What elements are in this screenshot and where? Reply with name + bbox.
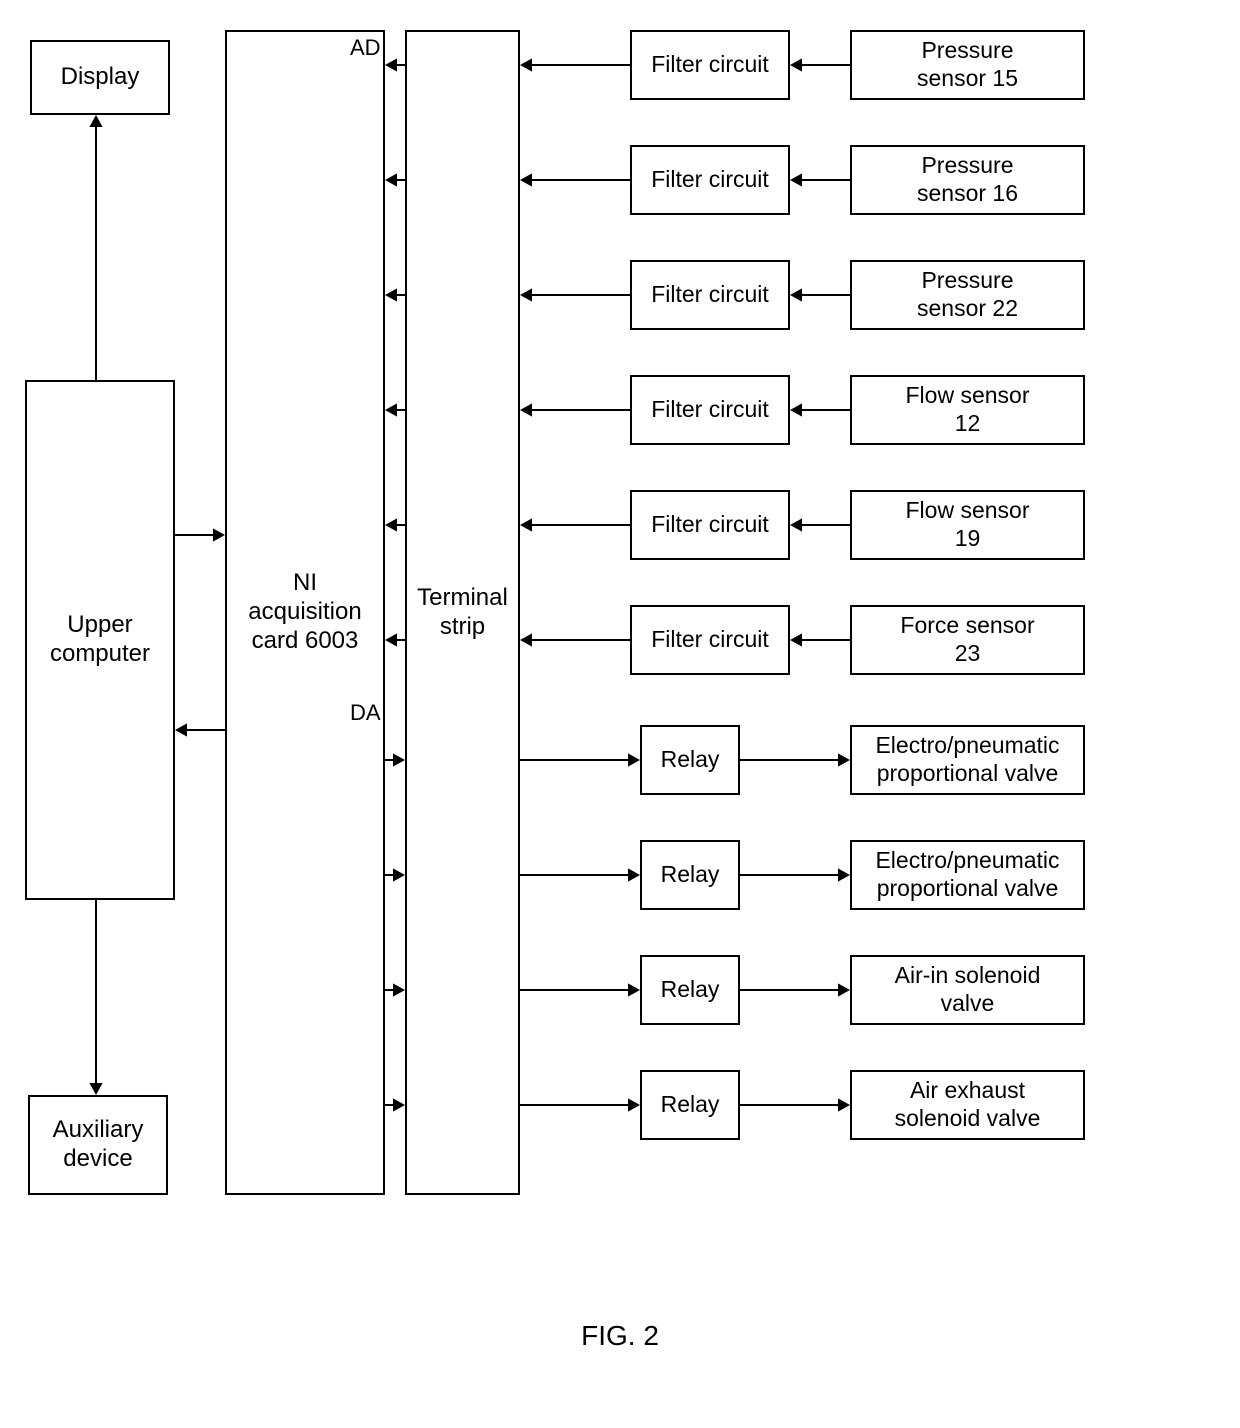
mid-label: Filter circuit xyxy=(651,281,769,309)
device-box: Pressuresensor 16 xyxy=(850,145,1085,215)
device-label: Pressuresensor 15 xyxy=(917,37,1018,92)
mid-label: Filter circuit xyxy=(651,166,769,194)
display-box: Display xyxy=(30,40,170,115)
device-box: Force sensor23 xyxy=(850,605,1085,675)
da-port-label: DA xyxy=(350,700,381,726)
auxiliary-device-label: Auxiliarydevice xyxy=(53,1116,144,1174)
mid-label: Relay xyxy=(661,1091,720,1119)
filter-circuit-box: Filter circuit xyxy=(630,375,790,445)
filter-circuit-box: Filter circuit xyxy=(630,490,790,560)
terminal-strip-label: Terminalstrip xyxy=(417,584,508,642)
device-box: Electro/pneumaticproportional valve xyxy=(850,840,1085,910)
relay-box: Relay xyxy=(640,725,740,795)
ni-card-box: NIacquisitioncard 6003 xyxy=(225,30,385,1195)
device-label: Flow sensor19 xyxy=(906,497,1030,552)
filter-circuit-box: Filter circuit xyxy=(630,30,790,100)
device-label: Force sensor23 xyxy=(900,612,1034,667)
figure-caption: FIG. 2 xyxy=(0,1320,1240,1352)
block-diagram: Display Uppercomputer Auxiliarydevice NI… xyxy=(0,0,1240,1428)
device-box: Electro/pneumaticproportional valve xyxy=(850,725,1085,795)
device-label: Electro/pneumaticproportional valve xyxy=(875,732,1059,787)
auxiliary-device-box: Auxiliarydevice xyxy=(28,1095,168,1195)
relay-box: Relay xyxy=(640,1070,740,1140)
filter-circuit-box: Filter circuit xyxy=(630,605,790,675)
mid-label: Filter circuit xyxy=(651,626,769,654)
device-label: Electro/pneumaticproportional valve xyxy=(875,847,1059,902)
device-label: Flow sensor12 xyxy=(906,382,1030,437)
device-box: Air-in solenoidvalve xyxy=(850,955,1085,1025)
filter-circuit-box: Filter circuit xyxy=(630,260,790,330)
mid-label: Relay xyxy=(661,861,720,889)
device-label: Air exhaustsolenoid valve xyxy=(895,1077,1041,1132)
display-label: Display xyxy=(61,63,140,92)
filter-circuit-box: Filter circuit xyxy=(630,145,790,215)
device-box: Pressuresensor 15 xyxy=(850,30,1085,100)
mid-label: Relay xyxy=(661,746,720,774)
mid-label: Filter circuit xyxy=(651,51,769,79)
relay-box: Relay xyxy=(640,955,740,1025)
upper-computer-box: Uppercomputer xyxy=(25,380,175,900)
ad-port-label: AD xyxy=(350,35,381,61)
upper-computer-label: Uppercomputer xyxy=(50,611,150,669)
device-box: Pressuresensor 22 xyxy=(850,260,1085,330)
terminal-strip-box: Terminalstrip xyxy=(405,30,520,1195)
device-label: Pressuresensor 16 xyxy=(917,152,1018,207)
mid-label: Relay xyxy=(661,976,720,1004)
relay-box: Relay xyxy=(640,840,740,910)
device-box: Flow sensor19 xyxy=(850,490,1085,560)
device-label: Air-in solenoidvalve xyxy=(895,962,1041,1017)
device-label: Pressuresensor 22 xyxy=(917,267,1018,322)
ni-card-label: NIacquisitioncard 6003 xyxy=(248,569,361,655)
device-box: Air exhaustsolenoid valve xyxy=(850,1070,1085,1140)
mid-label: Filter circuit xyxy=(651,511,769,539)
mid-label: Filter circuit xyxy=(651,396,769,424)
device-box: Flow sensor12 xyxy=(850,375,1085,445)
